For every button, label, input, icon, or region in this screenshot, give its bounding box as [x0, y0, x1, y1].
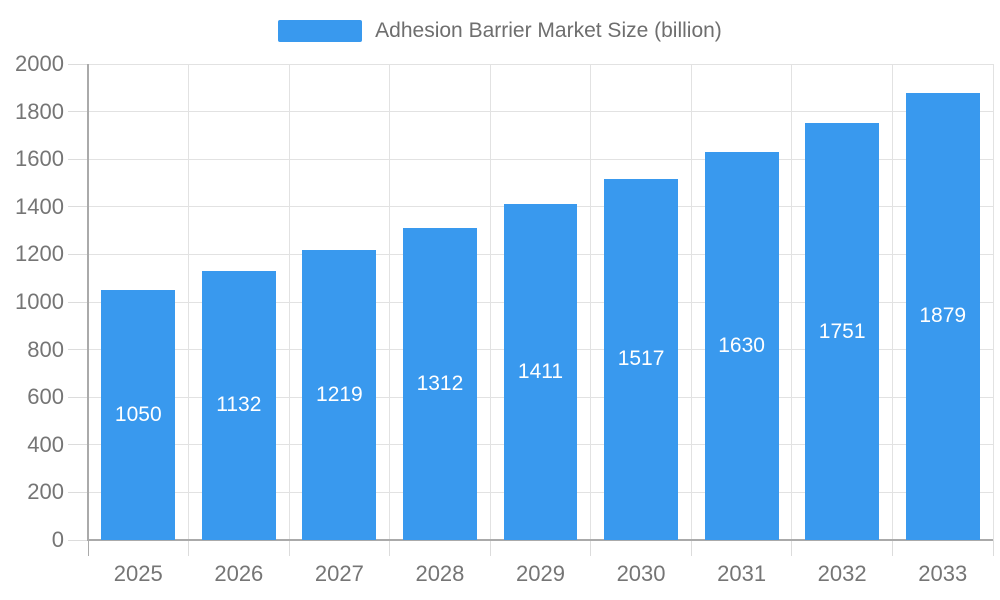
gridline-vertical [690, 64, 692, 540]
bar-value-label: 1630 [718, 334, 765, 358]
x-axis-line [87, 539, 993, 541]
x-axis-label: 2027 [314, 561, 364, 586]
y-axis-tick [68, 111, 88, 113]
x-axis-label: 2031 [717, 561, 767, 586]
gridline-vertical [891, 64, 893, 540]
x-axis-tick [188, 540, 190, 556]
gridline-vertical [489, 64, 491, 540]
y-axis-label: 1600 [15, 146, 64, 172]
bar[interactable]: 1050 [101, 290, 176, 540]
y-axis-tick [68, 539, 88, 541]
gridline-vertical [590, 64, 592, 540]
y-axis-tick [68, 206, 88, 208]
y-axis-label: 1200 [15, 241, 64, 267]
legend-item[interactable]: Adhesion Barrier Market Size (billion) [0, 19, 1000, 43]
bar-value-label: 1751 [818, 319, 866, 343]
x-axis-tick [288, 540, 290, 556]
y-axis-label: 0 [51, 527, 64, 552]
bar[interactable]: 1751 [805, 123, 880, 540]
y-axis-label: 800 [27, 336, 64, 362]
x-axis-tick [489, 540, 491, 556]
y-axis-label: 1000 [15, 289, 64, 314]
y-axis-tick [68, 63, 88, 65]
gridline-vertical [188, 64, 190, 540]
x-axis-tick [992, 540, 994, 556]
gridline-vertical [791, 64, 793, 540]
x-axis-label: 2033 [918, 561, 968, 586]
gridline-vertical [288, 64, 290, 540]
y-axis-line [87, 64, 89, 540]
y-axis-label: 200 [27, 479, 64, 505]
x-axis-label: 2029 [516, 561, 565, 586]
x-axis-label: 2026 [214, 561, 264, 586]
x-axis-tick [891, 540, 893, 556]
bar-value-label: 1132 [216, 393, 262, 417]
x-axis-tick [690, 540, 692, 556]
gridline-vertical [992, 64, 994, 540]
bar[interactable]: 1517 [604, 178, 678, 540]
bar[interactable]: 1879 [905, 92, 980, 540]
y-axis-tick [68, 301, 88, 303]
bar-value-label: 1411 [517, 360, 564, 384]
x-axis-tick [590, 540, 592, 556]
y-axis-tick [68, 396, 88, 398]
gridline-vertical [389, 64, 391, 540]
x-axis-label: 2028 [415, 561, 465, 586]
legend-label: Adhesion Barrier Market Size (billion) [375, 19, 722, 42]
x-axis-label: 2025 [113, 561, 163, 586]
bar-value-label: 1312 [416, 371, 464, 395]
y-axis-label: 1400 [15, 193, 64, 219]
bar[interactable]: 1219 [302, 249, 377, 540]
gridline-horizontal [88, 111, 993, 113]
gridline-horizontal [88, 158, 993, 160]
y-axis-label: 600 [27, 384, 64, 410]
y-axis-tick [68, 349, 88, 351]
x-axis-tick [791, 540, 793, 556]
bar[interactable]: 1132 [201, 270, 276, 540]
bar[interactable]: 1630 [704, 152, 779, 540]
y-axis-tick [68, 253, 88, 255]
x-axis-tick [87, 540, 89, 556]
bar-value-label: 1879 [919, 304, 967, 328]
y-axis-tick [68, 491, 88, 493]
x-axis-tick [389, 540, 391, 556]
x-axis-label: 2032 [817, 561, 867, 586]
y-axis-label: 1800 [15, 98, 64, 124]
bar-value-label: 1219 [316, 382, 363, 406]
bar-value-label: 1517 [617, 347, 665, 371]
bar-value-label: 1050 [114, 403, 162, 427]
bar[interactable]: 1312 [402, 227, 477, 540]
legend-swatch [278, 20, 363, 42]
y-axis-tick [68, 444, 88, 446]
y-axis-label: 400 [27, 431, 64, 457]
bar[interactable]: 1411 [503, 204, 578, 540]
y-axis-label: 2000 [15, 51, 64, 76]
gridline-horizontal [88, 63, 993, 65]
x-axis-label: 2030 [616, 561, 666, 586]
y-axis-tick [68, 158, 88, 160]
